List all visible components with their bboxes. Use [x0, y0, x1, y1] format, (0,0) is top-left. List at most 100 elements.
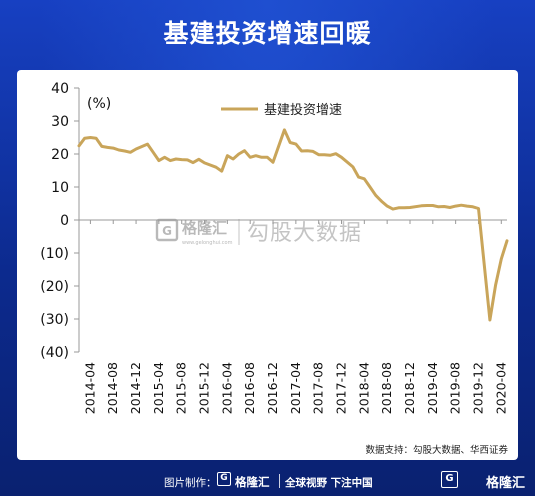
y-tick-label: (40) — [40, 345, 69, 361]
data-point — [500, 258, 503, 260]
data-point — [437, 205, 440, 208]
x-tick-label: 2014-12 — [128, 362, 143, 414]
data-point — [289, 141, 291, 144]
legend-label: 基建投资增速 — [264, 102, 342, 118]
data-point — [260, 156, 263, 159]
data-point — [203, 162, 206, 164]
data-point — [477, 207, 480, 210]
x-tick-label: 2017-12 — [334, 362, 349, 414]
footer-made-label: 图片制作： — [164, 477, 217, 489]
data-point — [363, 177, 366, 180]
x-tick-label: 2015-12 — [197, 362, 212, 414]
data-point — [123, 150, 126, 152]
data-point — [357, 176, 360, 178]
data-point — [192, 161, 195, 164]
x-tick-label: 2014-08 — [105, 362, 120, 414]
data-point — [89, 136, 92, 139]
chart-legend: 基建投资增速 — [221, 102, 342, 118]
series-layer — [77, 128, 509, 322]
y-tick-label: 0 — [60, 213, 69, 229]
data-point — [312, 150, 314, 153]
data-point — [135, 148, 137, 150]
data-point — [323, 153, 326, 156]
data-point — [129, 151, 132, 154]
data-point — [386, 205, 389, 208]
data-point — [283, 129, 286, 131]
data-point — [146, 143, 149, 145]
watermark-url: www.gelonghui.com — [182, 240, 233, 246]
y-tick-label: 20 — [51, 147, 69, 163]
data-point — [232, 158, 235, 160]
source-note: 数据支持：勾股大数据、华西证券 — [365, 444, 508, 456]
footer-right-logo-icon: G — [441, 471, 458, 488]
data-point — [460, 204, 463, 207]
footer-logo-icon: G — [217, 472, 231, 486]
x-tick-label: 2019-08 — [448, 362, 463, 414]
chart-panel: G 格隆汇 www.gelonghui.com 勾股大数据 40 30 20 10 0 (… — [17, 70, 518, 460]
footer-slogan: 全球视野 下注中国 — [285, 477, 373, 489]
x-tick-label: 2020-04 — [493, 362, 508, 414]
x-tick-label: 2014-04 — [82, 362, 97, 414]
x-tick-label: 2015-08 — [174, 362, 189, 414]
x-tick-label: 2018-08 — [379, 362, 394, 414]
data-point — [449, 206, 451, 209]
data-point — [489, 319, 491, 321]
x-tick-label: 2016-12 — [265, 362, 280, 414]
y-tick-label: (10) — [40, 246, 69, 262]
x-tick-label: 2017-04 — [288, 362, 303, 414]
data-point — [272, 161, 274, 164]
y-axis-unit: (%) — [87, 96, 111, 112]
data-point — [295, 143, 297, 145]
data-point — [340, 156, 343, 159]
x-tick-label: 2019-12 — [470, 362, 485, 414]
data-point — [369, 186, 371, 188]
data-point — [152, 151, 155, 154]
x-tick-label: 2016-04 — [219, 362, 234, 414]
data-point — [431, 204, 434, 207]
data-point — [163, 156, 166, 159]
data-point — [443, 205, 446, 208]
data-point — [494, 284, 497, 286]
watermark-brand: 格隆汇 — [182, 219, 227, 237]
data-point — [306, 149, 309, 152]
data-point — [409, 206, 411, 209]
line-chart: G 格隆汇 www.gelonghui.com 勾股大数据 40 30 20 10 0 (… — [40, 81, 509, 456]
y-tick-label: (30) — [40, 312, 69, 328]
data-point — [471, 205, 474, 208]
data-point — [374, 194, 377, 197]
data-point — [95, 137, 97, 140]
data-point — [426, 204, 428, 207]
data-point — [106, 146, 109, 149]
footer-divider — [279, 474, 280, 488]
data-point — [215, 166, 217, 169]
data-point — [158, 159, 160, 162]
x-tick-label: 2019-04 — [425, 362, 440, 414]
data-point — [300, 150, 303, 152]
data-point — [78, 144, 80, 147]
data-point — [112, 147, 115, 149]
data-point — [243, 149, 246, 152]
watermark-logo-glyph: G — [162, 224, 172, 238]
data-point — [100, 145, 103, 148]
y-tick-label: 30 — [51, 114, 69, 130]
data-point — [83, 137, 86, 140]
data-point — [506, 239, 508, 242]
data-point — [397, 206, 400, 209]
footer: 图片制作： G 格隆汇 全球视野 下注中国 G 格隆汇 — [0, 466, 535, 496]
y-tick-label: (20) — [40, 279, 69, 295]
data-point — [118, 149, 120, 151]
data-point — [169, 159, 172, 162]
data-point — [197, 158, 200, 161]
x-tick-label: 2018-04 — [356, 362, 371, 414]
watermark: G 格隆汇 www.gelonghui.com 勾股大数据 — [155, 218, 361, 246]
data-point — [255, 154, 257, 157]
x-tick-label: 2016-08 — [242, 362, 257, 414]
data-point — [180, 158, 183, 161]
data-point — [334, 152, 337, 155]
data-point — [226, 154, 229, 157]
y-tick-label: 10 — [51, 180, 69, 196]
data-point — [175, 158, 177, 160]
footer-brand-right: 格隆汇 — [485, 476, 525, 491]
chart-axes: 40 30 20 10 0 (10) (20) (30) (40) 2014-04 2014-08 2… — [40, 81, 508, 414]
data-point — [454, 205, 457, 208]
